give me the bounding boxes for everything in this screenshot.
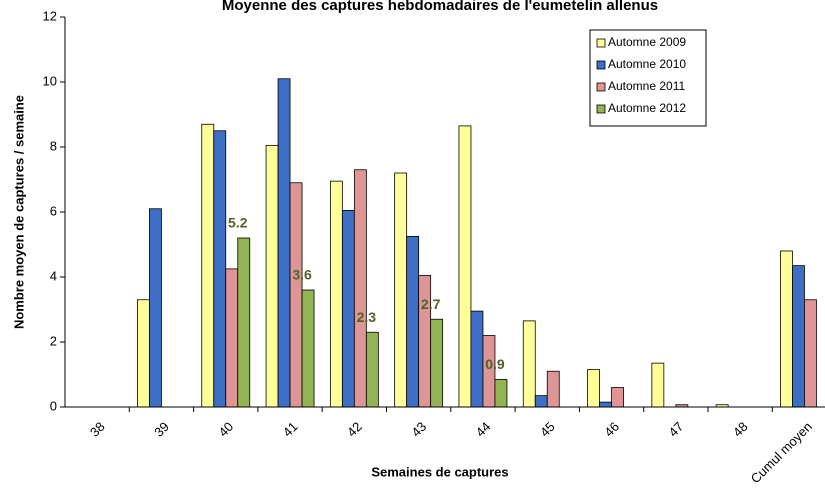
x-tick-label: 38 (87, 419, 108, 440)
y-tick-label: 12 (43, 8, 57, 23)
y-tick-label: 8 (50, 138, 57, 153)
y-tick-label: 2 (50, 333, 57, 348)
legend-swatch (596, 82, 606, 92)
y-axis-label: Nombre moyen de captures / semaine (11, 95, 26, 329)
legend-box (589, 29, 707, 127)
x-axis-label: Semaines de captures (371, 464, 508, 479)
bar (546, 370, 560, 408)
bar (213, 130, 227, 408)
data-label: 2.7 (421, 296, 441, 312)
x-tick-label: Cumul moyen (748, 419, 815, 486)
bar (780, 250, 793, 408)
bar (265, 144, 279, 408)
bar (534, 395, 548, 408)
bar (201, 123, 215, 408)
x-tick-label: 46 (601, 419, 622, 440)
legend-swatch (596, 104, 606, 114)
x-tick-label: 44 (473, 419, 494, 440)
bar (353, 169, 367, 408)
y-tick-label: 0 (50, 398, 57, 413)
legend-label: Automne 2009 (608, 35, 686, 49)
bar (651, 362, 665, 408)
bar (329, 180, 343, 408)
y-tick-label: 6 (50, 203, 57, 218)
legend-swatch (596, 60, 606, 70)
bar (458, 125, 472, 408)
bar (237, 237, 251, 408)
bar (341, 209, 355, 408)
legend-label: Automne 2010 (608, 57, 686, 71)
data-label: 2.3 (357, 309, 377, 325)
y-tick-label: 4 (50, 268, 57, 283)
x-tick-label: 47 (666, 419, 687, 440)
legend-label: Automne 2012 (608, 101, 686, 115)
x-tick-label: 45 (537, 419, 558, 440)
data-label: 3.6 (292, 267, 312, 283)
x-tick-label: 41 (280, 419, 301, 440)
bar (522, 320, 536, 408)
bar (365, 331, 379, 408)
data-label: 0.9 (485, 356, 505, 372)
bar (430, 318, 444, 408)
x-tick-label: 39 (151, 419, 172, 440)
y-tick-label: 10 (43, 73, 57, 88)
bar (587, 369, 600, 408)
bar (406, 235, 420, 408)
bar (225, 268, 239, 408)
bar (394, 172, 408, 408)
bar (137, 299, 150, 408)
bar (792, 265, 805, 408)
x-tick-label: 43 (408, 419, 429, 440)
bar (804, 299, 817, 408)
chart-title: Moyenne des captures hebdomadaires de l'… (222, 0, 658, 14)
bar (599, 401, 612, 408)
bar (470, 310, 484, 408)
x-tick-label: 48 (730, 419, 751, 440)
x-tick-label: 40 (215, 419, 236, 440)
bar (289, 182, 303, 408)
legend-swatch (596, 38, 606, 48)
x-tick-label: 42 (344, 419, 365, 440)
bar (301, 289, 315, 408)
data-label: 5.2 (228, 215, 248, 231)
bar (277, 78, 291, 408)
bar (611, 387, 624, 408)
bar (149, 208, 162, 408)
bar (494, 378, 508, 408)
legend-label: Automne 2011 (608, 79, 685, 93)
